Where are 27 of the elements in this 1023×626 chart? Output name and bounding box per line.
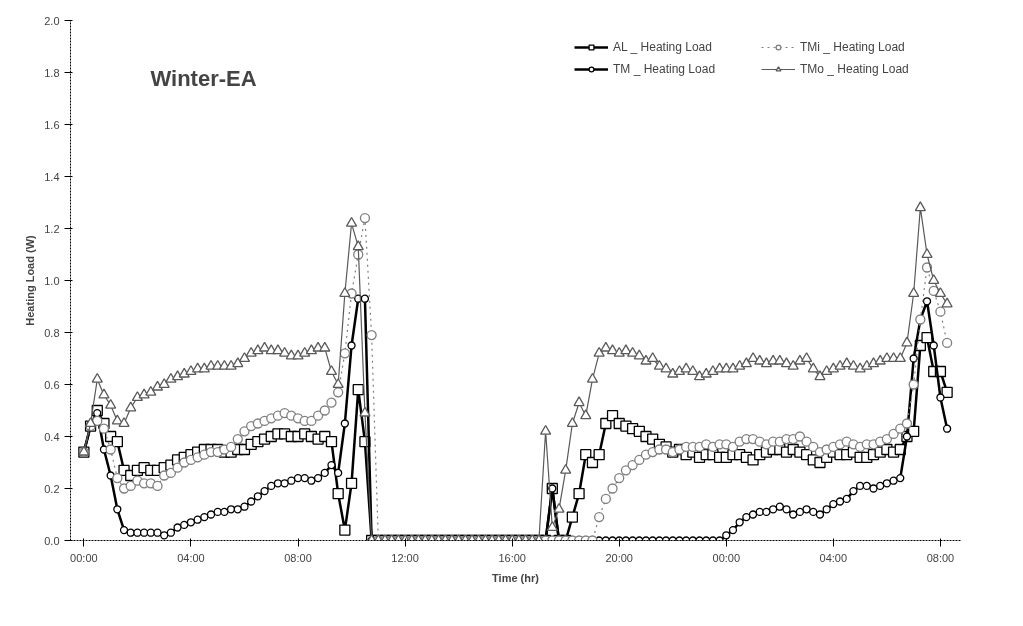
legend-label: TMo _ Heating Load bbox=[800, 62, 910, 76]
y-tick-label: 0.8 bbox=[44, 326, 60, 339]
x-tick-label: 20:00 bbox=[605, 551, 633, 564]
y-tick-label: 2.0 bbox=[44, 14, 60, 27]
text: Winter-EA bbox=[150, 65, 257, 91]
legend-label: TMi _ Heating Load bbox=[800, 40, 906, 54]
y-tick-label: 1.0 bbox=[44, 274, 60, 287]
x-tick-label: 00:00 bbox=[70, 551, 98, 564]
y-tick-label: 1.8 bbox=[44, 66, 60, 79]
y-axis-title: Heating Load (W) bbox=[24, 234, 37, 326]
legend-label: AL _ Heating Load bbox=[613, 40, 713, 54]
y-tick-label: 0.0 bbox=[44, 534, 60, 547]
legend-label: TM _ Heating Load bbox=[613, 62, 717, 76]
x-tick-label: 00:00 bbox=[712, 551, 741, 564]
y-tick-label: 1.4 bbox=[44, 170, 60, 183]
x-tick-label: 04:00 bbox=[177, 551, 205, 564]
x-tick-label: 04:00 bbox=[819, 551, 848, 564]
y-tick-label: 1.2 bbox=[44, 222, 60, 235]
y-tick-label: 0.4 bbox=[44, 430, 60, 443]
x-tick-label: 12:00 bbox=[391, 551, 419, 564]
x-axis-title: Time (hr) bbox=[492, 571, 540, 584]
x-tick-label: 08:00 bbox=[284, 551, 312, 564]
y-tick-label: 0.6 bbox=[44, 378, 60, 391]
y-tick-label: 1.6 bbox=[44, 118, 60, 131]
x-tick-label: 08:00 bbox=[926, 551, 955, 564]
x-tick-label: 16:00 bbox=[498, 551, 526, 564]
y-tick-label: 0.2 bbox=[44, 482, 60, 495]
